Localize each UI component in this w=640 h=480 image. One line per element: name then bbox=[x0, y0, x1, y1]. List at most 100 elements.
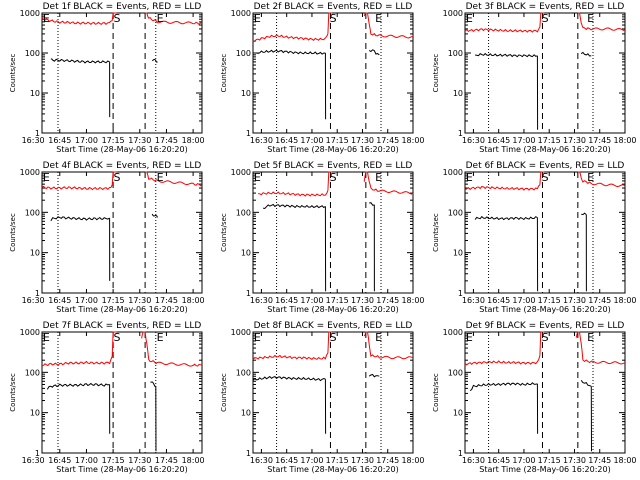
x-tick-label: 17:00 bbox=[300, 136, 323, 145]
plot-frame bbox=[41, 171, 203, 294]
x-tick-label: 17:00 bbox=[300, 456, 323, 465]
x-tick-label: 16:30 bbox=[22, 136, 45, 145]
event-marker-label: E bbox=[43, 171, 50, 184]
event-marker-label: S bbox=[330, 12, 337, 25]
x-tick-label: 17:15 bbox=[102, 136, 125, 145]
y-tick-label: 1000 bbox=[20, 9, 40, 18]
x-tick-label: 16:30 bbox=[462, 136, 485, 145]
x-tick-label: 16:30 bbox=[22, 456, 45, 465]
series-events-line bbox=[252, 375, 326, 382]
x-tick-label: 17:15 bbox=[326, 136, 349, 145]
event-marker-label: S bbox=[113, 171, 120, 184]
event-marker-label: E bbox=[466, 12, 473, 25]
series-lld-line bbox=[145, 171, 203, 187]
event-marker-label: E bbox=[43, 12, 50, 25]
event-marker-label: E bbox=[43, 331, 50, 344]
x-tick-label: 17:30 bbox=[563, 136, 586, 145]
series-lld-line bbox=[539, 171, 545, 185]
y-tick-label: 10 bbox=[241, 89, 251, 98]
plot-frame bbox=[252, 12, 414, 134]
chart-title: Det 4f BLACK = Events, RED = LLD bbox=[43, 161, 202, 171]
series-lld-line bbox=[41, 17, 113, 26]
plot-frame bbox=[464, 331, 626, 454]
series-events-line bbox=[369, 202, 375, 206]
y-tick-label: 1 bbox=[35, 449, 40, 458]
x-tick-label: 16:30 bbox=[250, 296, 273, 305]
x-tick-label: 17:00 bbox=[512, 296, 535, 305]
event-marker-label: E bbox=[375, 12, 382, 25]
x-tick-label: 17:45 bbox=[155, 456, 178, 465]
y-tick-label: 100 bbox=[25, 49, 40, 58]
y-tick-label: 1000 bbox=[231, 168, 251, 177]
plot-frame bbox=[41, 12, 203, 134]
x-tick-label: 16:45 bbox=[275, 296, 298, 305]
x-tick-label: 17:00 bbox=[512, 456, 535, 465]
series-lld-line bbox=[111, 331, 117, 357]
y-tick-label: 1 bbox=[35, 129, 40, 138]
event-marker-label: S bbox=[542, 12, 549, 25]
series-events-line bbox=[580, 51, 592, 57]
series-events-line bbox=[46, 382, 110, 390]
plot-frame bbox=[252, 331, 414, 454]
x-tick-label: 17:30 bbox=[563, 296, 586, 305]
y-tick-label: 1000 bbox=[20, 328, 40, 337]
chart-title: Det 1f BLACK = Events, RED = LLD bbox=[43, 2, 202, 12]
event-marker-label: S bbox=[113, 331, 120, 344]
x-tick-label: 18:00 bbox=[613, 296, 636, 305]
series-events-line bbox=[150, 381, 156, 387]
series-lld-line bbox=[363, 331, 414, 360]
y-tick-label: 100 bbox=[25, 208, 40, 217]
series-lld-line bbox=[363, 171, 414, 195]
y-axis-label: Counts/sec bbox=[9, 54, 17, 93]
x-tick-label: 17:15 bbox=[326, 296, 349, 305]
x-tick-label: 18:00 bbox=[182, 296, 205, 305]
chart-panel-1: Det 1f BLACK = Events, RED = LLD 1 10 100 10… bbox=[9, 2, 205, 154]
y-tick-label: 10 bbox=[241, 409, 251, 418]
series-lld-line bbox=[539, 12, 545, 27]
y-tick-label: 10 bbox=[30, 409, 40, 418]
y-tick-label: 1000 bbox=[231, 328, 251, 337]
y-tick-label: 1 bbox=[458, 289, 463, 298]
event-marker-label: E bbox=[157, 171, 164, 184]
y-tick-label: 100 bbox=[236, 49, 251, 58]
series-lld-line bbox=[327, 171, 333, 191]
x-tick-label: 17:45 bbox=[376, 136, 399, 145]
event-marker-label: E bbox=[254, 12, 261, 25]
series-events-line bbox=[151, 58, 158, 63]
y-tick-label: 10 bbox=[453, 89, 463, 98]
x-tick-label: 16:45 bbox=[48, 136, 71, 145]
series-events-line bbox=[474, 215, 538, 221]
y-tick-label: 1000 bbox=[443, 168, 463, 177]
x-tick-label: 17:00 bbox=[75, 136, 98, 145]
series-lld-line bbox=[252, 352, 329, 361]
x-tick-label: 18:00 bbox=[613, 136, 636, 145]
series-lld-line bbox=[111, 171, 117, 185]
chart-panel-2: Det 2f BLACK = Events, RED = LLD 1 10 100 10… bbox=[220, 2, 425, 154]
y-tick-label: 100 bbox=[448, 49, 463, 58]
series-lld-line bbox=[252, 33, 329, 43]
series-lld-line bbox=[111, 12, 117, 21]
x-tick-label: 17:00 bbox=[75, 456, 98, 465]
event-marker-label: S bbox=[113, 12, 120, 25]
series-events-line bbox=[151, 213, 159, 218]
x-tick-label: 16:45 bbox=[48, 296, 71, 305]
series-lld-line bbox=[577, 12, 626, 31]
series-lld-line bbox=[464, 26, 541, 33]
series-events-line bbox=[469, 382, 538, 392]
x-tick-label: 18:00 bbox=[401, 136, 424, 145]
event-marker-label: E bbox=[375, 331, 382, 344]
x-tick-label: 16:45 bbox=[487, 136, 510, 145]
x-tick-label: 18:00 bbox=[613, 456, 636, 465]
x-tick-label: 18:00 bbox=[401, 296, 424, 305]
x-tick-label: 17:30 bbox=[128, 456, 151, 465]
x-tick-label: 16:45 bbox=[487, 456, 510, 465]
x-tick-label: 17:15 bbox=[538, 296, 561, 305]
x-tick-label: 17:30 bbox=[351, 456, 374, 465]
series-events-line bbox=[368, 373, 380, 378]
chart-panel-5: Det 5f BLACK = Events, RED = LLD 1 10 100 10… bbox=[220, 161, 425, 314]
y-tick-label: 1 bbox=[35, 289, 40, 298]
series-lld-line bbox=[145, 12, 203, 26]
y-tick-label: 100 bbox=[25, 368, 40, 377]
series-lld-line bbox=[539, 331, 545, 356]
